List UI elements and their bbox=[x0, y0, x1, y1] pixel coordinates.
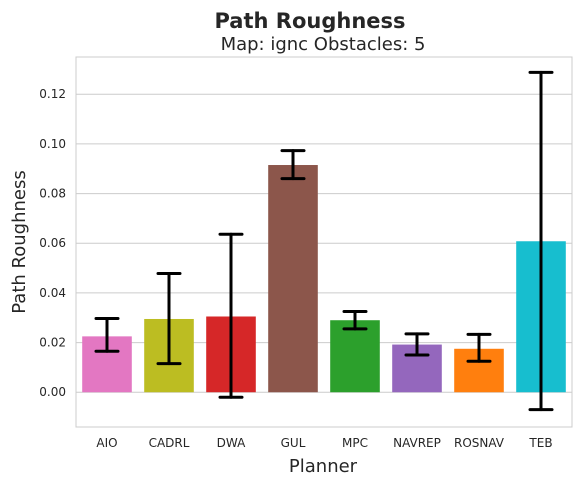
error-bar-teb bbox=[528, 70, 554, 412]
bars bbox=[82, 165, 566, 393]
bar-gul bbox=[268, 165, 318, 393]
error-bars bbox=[94, 70, 554, 412]
error-bar-navrep bbox=[404, 332, 430, 357]
x-axis-label: Planner bbox=[289, 456, 358, 477]
y-tick-label: 0.12 bbox=[39, 87, 66, 101]
y-axis-label: Path Roughness bbox=[9, 170, 30, 313]
bar-mpc bbox=[330, 320, 380, 393]
x-tick-label: CADRL bbox=[149, 436, 190, 450]
y-tick-label: 0.00 bbox=[39, 385, 66, 399]
y-tick-label: 0.06 bbox=[39, 236, 66, 250]
x-tick-label: TEB bbox=[528, 436, 552, 450]
x-tick-label: GUL bbox=[281, 436, 306, 450]
y-tick-label: 0.10 bbox=[39, 137, 66, 151]
y-tick-label: 0.02 bbox=[39, 336, 66, 350]
chart-title: Path Roughness bbox=[214, 9, 405, 33]
chart-subtitle: Map: ignc Obstacles: 5 bbox=[221, 34, 426, 55]
error-bar-mpc bbox=[342, 310, 368, 331]
x-tick-labels: AIO CADRL DWA GUL MPC NAVREP ROSNAV TEB bbox=[96, 436, 552, 450]
x-tick-label: AIO bbox=[96, 436, 117, 450]
error-bar-aio bbox=[94, 316, 120, 353]
y-tick-label: 0.08 bbox=[39, 187, 66, 201]
error-bar-rosnav bbox=[466, 332, 492, 363]
x-tick-label: ROSNAV bbox=[454, 436, 505, 450]
plot-frame bbox=[75, 56, 573, 428]
y-tick-labels: 0.00 0.02 0.04 0.06 0.08 0.10 0.12 bbox=[39, 87, 66, 399]
x-tick-label: MPC bbox=[342, 436, 368, 450]
error-bar-gul bbox=[280, 149, 306, 181]
x-tick-label: NAVREP bbox=[393, 436, 441, 450]
error-bar-cadrl bbox=[156, 272, 182, 366]
y-tick-label: 0.04 bbox=[39, 286, 66, 300]
x-tick-label: DWA bbox=[217, 436, 246, 450]
error-bar-dwa bbox=[218, 232, 244, 399]
